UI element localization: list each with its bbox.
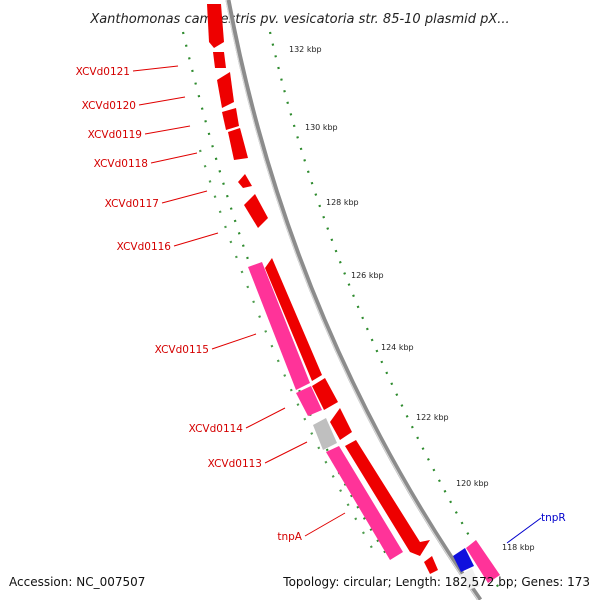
backbone-arc: [225, 0, 483, 600]
gene-XCVd0117[interactable]: [238, 174, 252, 188]
label-XCVd0114: XCVd0114: [189, 423, 244, 435]
label-XCVd0116: XCVd0116: [117, 241, 172, 253]
gene-XCVd0113-fwd[interactable]: [330, 408, 352, 440]
gene-XCVd0120[interactable]: [217, 72, 234, 108]
leader-XCVd0121: [132, 65, 179, 72]
gene-XCVd0120-a[interactable]: [213, 52, 226, 68]
leader-XCVd0116: [173, 232, 219, 247]
label-tnpA: tnpA: [277, 531, 302, 543]
leader-XCVd0119: [144, 125, 191, 135]
label-XCVd0115: XCVd0115: [155, 344, 209, 356]
label-XCVd0119: XCVd0119: [88, 129, 142, 141]
tick-label-124: 124 kbp: [381, 343, 414, 352]
tick-label-132: 132 kbp: [289, 45, 322, 54]
tick-label-118: 118 kbp: [502, 543, 535, 552]
gene-XCVd0114-fwd[interactable]: [312, 378, 338, 410]
leader-XCVd0117: [161, 190, 208, 204]
backbone-arc-highlight: [225, 0, 479, 600]
gene-XCVd0119[interactable]: [222, 108, 239, 130]
gene-XCVd0121[interactable]: [207, 4, 224, 48]
gene-XCVd0114[interactable]: [296, 386, 322, 416]
gene-near-tnpR-white: [460, 568, 480, 590]
tick-label-128: 128 kbp: [326, 198, 359, 207]
leader-XCVd0114: [245, 407, 286, 429]
gene-tnpA-fwd[interactable]: [345, 440, 430, 556]
map-title: Xanthomonas campestris pv. vesicatoria s…: [89, 12, 509, 27]
tick-label-130: 130 kbp: [305, 123, 338, 132]
gene-tnpA[interactable]: [326, 446, 403, 560]
gene-near-tnpR-pink[interactable]: [466, 540, 500, 583]
label-XCVd0113: XCVd0113: [208, 458, 262, 470]
gene-XCVd0116[interactable]: [244, 194, 268, 228]
summary-text: Topology: circular; Length: 182,572 bp; …: [282, 575, 590, 589]
label-XCVd0121: XCVd0121: [76, 66, 130, 78]
leader-XCVd0113: [264, 441, 308, 464]
tick-label-122: 122 kbp: [416, 413, 449, 422]
gene-small-end[interactable]: [424, 556, 438, 574]
accession-text: Accession: NC_007507: [9, 575, 145, 589]
leader-XCVd0118: [150, 152, 198, 164]
leader-XCVd0115: [211, 333, 257, 350]
leader-tnpA: [304, 512, 346, 537]
label-XCVd0117: XCVd0117: [105, 198, 159, 210]
label-XCVd0118: XCVd0118: [94, 158, 148, 170]
leader-XCVd0120: [138, 96, 186, 106]
gene-XCVd0115-fwd[interactable]: [265, 258, 322, 381]
gene-XCVd0115[interactable]: [248, 262, 310, 390]
gene-XCVd0118[interactable]: [228, 128, 248, 160]
gene-XCVd0113[interactable]: [313, 418, 337, 450]
label-tnpR: tnpR: [541, 512, 566, 524]
leader-tnpR: [506, 517, 542, 544]
tick-label-120: 120 kbp: [456, 479, 489, 488]
tick-label-126: 126 kbp: [351, 271, 384, 280]
inner-guide-arc-1: [181, 31, 391, 561]
gene-tnpR[interactable]: [453, 548, 474, 572]
label-XCVd0120: XCVd0120: [82, 100, 136, 112]
